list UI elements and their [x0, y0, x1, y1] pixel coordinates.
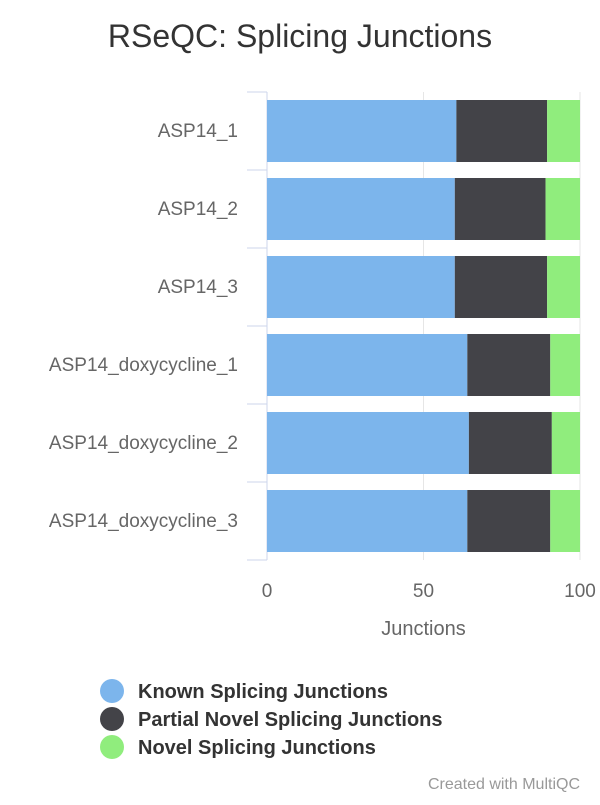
- bar-partial-novel-ASP14_doxycycline_3[interactable]: [467, 490, 551, 552]
- credit-link[interactable]: Created with MultiQC: [427, 776, 580, 793]
- bar-novel-ASP14_2[interactable]: [545, 178, 580, 240]
- x-tick-label: 50: [413, 581, 434, 602]
- bar-known-ASP14_doxycycline_1[interactable]: [267, 334, 468, 396]
- bar-known-ASP14_doxycycline_2[interactable]: [267, 412, 469, 474]
- bar-known-ASP14_2[interactable]: [267, 178, 455, 240]
- legend-marker[interactable]: [100, 735, 124, 759]
- legend-marker[interactable]: [100, 707, 124, 731]
- bar-novel-ASP14_1[interactable]: [547, 100, 580, 162]
- bar-known-ASP14_3[interactable]: [267, 256, 455, 318]
- bar-novel-ASP14_doxycycline_1[interactable]: [550, 334, 580, 396]
- bar-novel-ASP14_doxycycline_2[interactable]: [551, 412, 580, 474]
- x-tick-label: 0: [262, 581, 273, 602]
- y-tick-label: ASP14_2: [158, 199, 238, 220]
- y-tick-label: ASP14_1: [158, 121, 238, 142]
- y-tick-label: ASP14_3: [158, 277, 238, 298]
- legend-item-label[interactable]: Novel Splicing Junctions: [138, 737, 376, 759]
- y-tick-label: ASP14_doxycycline_3: [49, 511, 238, 532]
- bar-novel-ASP14_doxycycline_3[interactable]: [550, 490, 580, 552]
- bar-novel-ASP14_3[interactable]: [547, 256, 580, 318]
- bar-partial-novel-ASP14_3[interactable]: [454, 256, 548, 318]
- legend-item-label[interactable]: Known Splicing Junctions: [138, 681, 388, 703]
- bar-partial-novel-ASP14_doxycycline_1[interactable]: [467, 334, 551, 396]
- bar-partial-novel-ASP14_doxycycline_2[interactable]: [468, 412, 552, 474]
- bar-partial-novel-ASP14_1[interactable]: [456, 100, 548, 162]
- legend-item-label[interactable]: Partial Novel Splicing Junctions: [138, 709, 443, 731]
- bar-known-ASP14_doxycycline_3[interactable]: [267, 490, 468, 552]
- y-tick-label: ASP14_doxycycline_2: [49, 433, 238, 454]
- x-tick-label: 100: [564, 581, 596, 602]
- chart-title: RSeQC: Splicing Junctions: [108, 18, 492, 54]
- y-tick-label: ASP14_doxycycline_1: [49, 355, 238, 376]
- x-axis-title: Junctions: [381, 618, 466, 640]
- legend-marker[interactable]: [100, 679, 124, 703]
- bar-partial-novel-ASP14_2[interactable]: [454, 178, 546, 240]
- bar-known-ASP14_1[interactable]: [267, 100, 457, 162]
